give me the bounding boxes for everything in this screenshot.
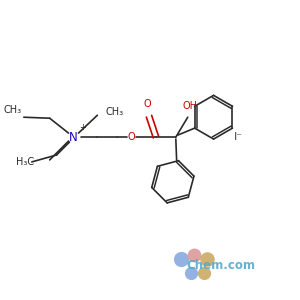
Text: I⁻: I⁻	[234, 132, 243, 142]
Text: CH₃: CH₃	[105, 107, 123, 117]
Text: O: O	[127, 132, 135, 142]
Text: N: N	[69, 130, 78, 144]
Text: +: +	[80, 123, 86, 132]
Point	[188, 271, 193, 276]
Text: H₃C: H₃C	[16, 157, 34, 167]
Text: CH₃: CH₃	[4, 105, 22, 115]
Point	[191, 253, 196, 258]
Point	[201, 271, 206, 276]
Text: Chem.com: Chem.com	[186, 259, 255, 272]
Point	[204, 257, 209, 262]
Point	[178, 257, 183, 262]
Text: OH: OH	[182, 101, 197, 111]
Text: O: O	[143, 99, 151, 109]
